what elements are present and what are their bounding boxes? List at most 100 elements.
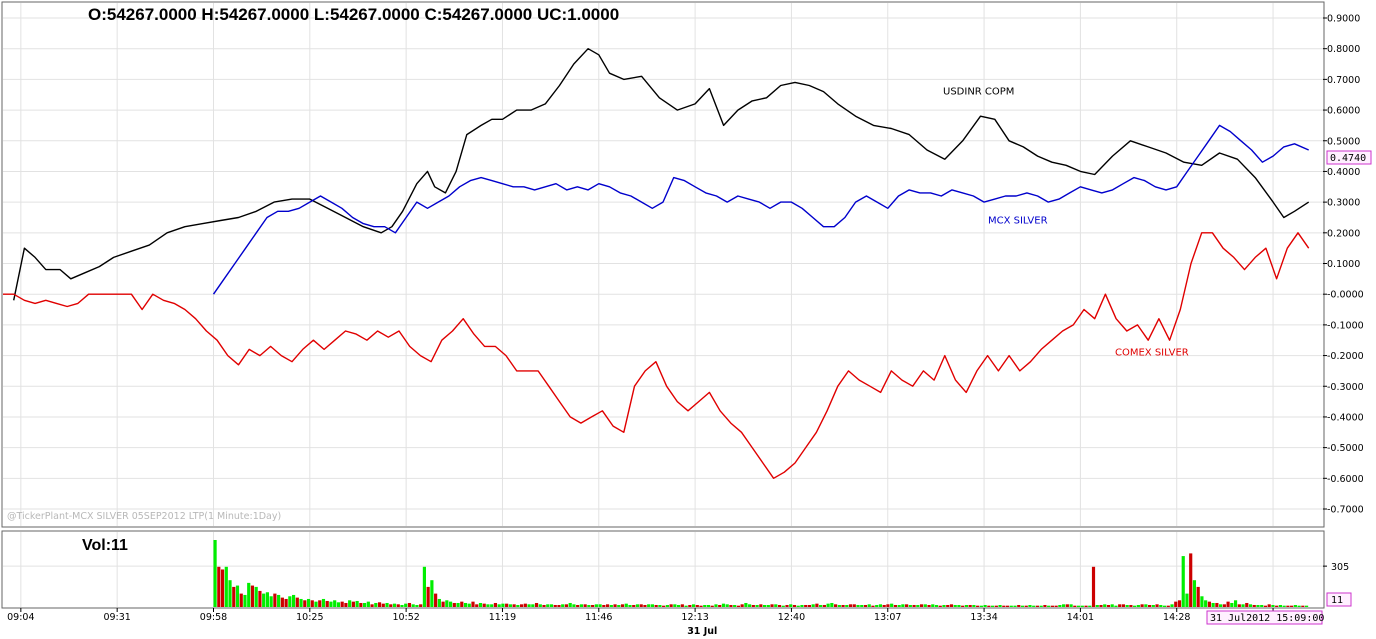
volume-bar [381,603,385,607]
volume-bar [325,600,329,607]
last-value-box: 0.4740 [1326,150,1372,165]
volume-bar [291,594,296,607]
volume-bar [321,598,326,607]
volume-bar [306,598,311,607]
y-tick-label: 0.8000 [1327,44,1360,55]
volume-bar [826,603,830,607]
volume-bar [759,604,763,607]
watermark: @TickerPlant-MCX SILVER 05SEP2012 LTP(1 … [7,511,281,522]
volume-bar [576,604,580,607]
volume-bar [228,580,232,607]
volume-bar [998,604,1002,607]
volume-bar [452,602,456,607]
volume-bar [467,603,471,607]
volume-bar [1009,605,1013,607]
volume-bar [224,566,228,607]
volume-bar [1028,604,1032,607]
volume-tick-label: 305 [1331,562,1349,573]
volume-bar [1233,600,1238,607]
y-tick-label: 0.7000 [1327,75,1360,86]
volume-bar [807,604,812,607]
volume-bar [867,604,871,607]
volume-bar [1035,605,1040,607]
volume-bar [1069,604,1073,607]
y-tick-label: -0.2000 [1327,351,1364,362]
y-tick-label: -0.0000 [1327,290,1364,301]
volume-bar [310,600,314,607]
series-labels: USDINR COPM MCX SILVER COMEX SILVER [943,87,1189,359]
volume-bar [1170,604,1174,607]
volume-bar [587,604,591,607]
volume-bar [426,586,430,607]
volume-bar [1237,604,1241,607]
x-tick-label: 13:07 [874,612,901,623]
volume-bar [972,604,976,607]
volume-bar [647,604,651,607]
x-tick-label: 14:28 [1163,612,1190,623]
volume-bar [411,604,415,607]
volume-bar [407,602,412,607]
volume-bar [1248,604,1253,607]
volume-bar [557,604,561,607]
volume-bar [1110,604,1114,607]
volume-bar [594,604,598,607]
volume-bar [725,604,729,607]
volume-bar [677,604,681,607]
volume-bar [572,604,576,607]
volume-bar [430,580,434,607]
volume-bar [437,598,441,607]
volume-bar [564,604,569,607]
volume-bar [1260,604,1264,607]
volume-bar [785,604,789,607]
volume-bar [235,585,240,607]
volume-bar [748,604,752,607]
volume-bar [512,604,516,607]
volume-bar [583,604,587,607]
volume-bar [553,604,557,607]
volume-bar [475,604,479,607]
volume-bar [520,604,524,607]
usdinr-line [13,48,1310,301]
volume-bar [460,601,464,607]
volume-bar [856,604,860,607]
svg-text:11: 11 [1331,595,1343,606]
volume-bar [1226,601,1230,607]
volume-bar [875,604,879,607]
volume-bar [314,601,318,607]
y-tick-label: -0.3000 [1327,382,1364,393]
volume-bar [901,604,905,607]
usdinr-label: USDINR COPM [943,87,1014,98]
volume-bar [1159,604,1163,607]
volume-bar [363,602,367,607]
volume-bar [359,602,363,607]
volume-bar [299,598,303,607]
volume-bar [695,604,699,607]
volume-bar [643,604,647,607]
volume-bar [628,604,632,607]
volume-bar [1076,605,1081,607]
volume-bar [288,596,292,607]
volume-bar [1286,605,1290,607]
volume-bar [1293,604,1297,607]
volume-bar [232,586,236,607]
volume-bar [415,604,419,607]
x-tick-label: 12:13 [681,612,708,623]
comex-silver-label: COMEX SILVER [1115,348,1189,359]
volume-bar [217,566,221,607]
volume-bar [1088,605,1092,607]
volume-bar [691,604,696,607]
y-tick-label: 0.3000 [1327,198,1360,209]
x-axis: 09:04 09:31 09:58 10:25 10:52 11:19 11:46 12:13… [7,608,1281,637]
volume-bar [404,603,408,607]
volume-bar [863,604,868,607]
volume-bar [632,604,636,607]
volume-bar [258,590,262,607]
volume-bar [273,593,277,607]
volume-bar [497,604,501,607]
volume-bar [277,594,281,607]
x-tick-label: 10:25 [296,612,323,623]
cursor-time-box: 31 Jul2012 15:09:00 [1206,610,1324,625]
volume-bar [396,604,400,607]
main-panel-frame [1,1,1325,528]
volume-bar [269,596,273,607]
